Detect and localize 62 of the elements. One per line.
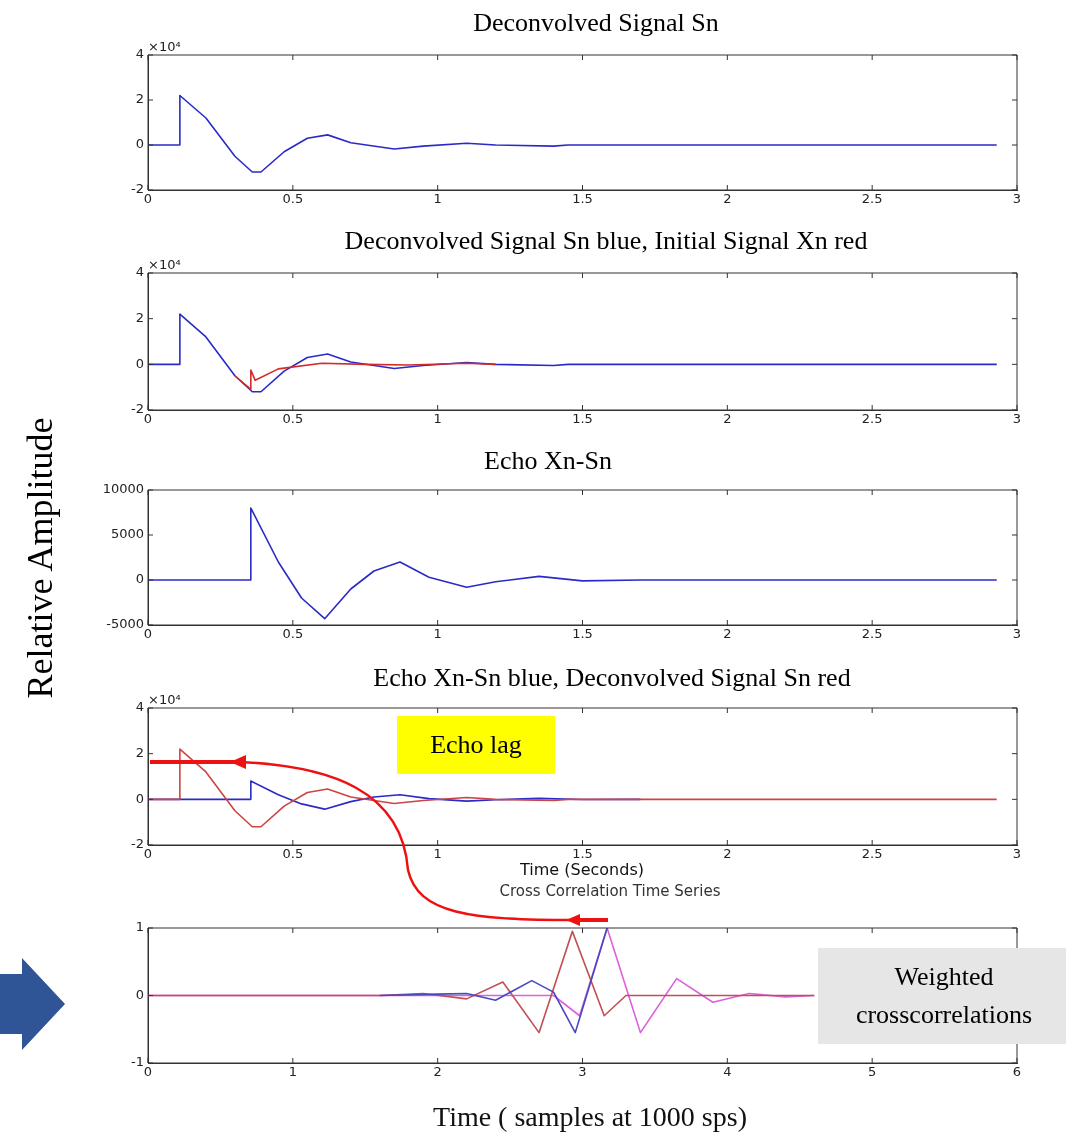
- x-tick-label: 6: [1012, 1064, 1022, 1080]
- x-tick-label: 2: [723, 846, 732, 862]
- y-tick-label: 2: [135, 91, 144, 107]
- x-axis-title: Time ( samples at 1000 sps): [433, 1101, 747, 1133]
- y-tick-label: 0: [135, 986, 144, 1002]
- x-tick-label: 1.5: [572, 191, 593, 207]
- chart-title: Deconvolved Signal Sn: [473, 8, 719, 38]
- y-tick-label: 2: [135, 745, 144, 761]
- x-tick-label: 3: [1012, 191, 1022, 207]
- chart-title: Echo Xn-Sn blue, Deconvolved Signal Sn red: [373, 663, 851, 693]
- chart-title: Echo Xn-Sn: [484, 446, 612, 476]
- x-tick-label: 2: [723, 411, 732, 427]
- x-tick-label: 4: [723, 1064, 732, 1080]
- x-tick-label: 3: [1012, 626, 1022, 642]
- x-tick-label: 2.5: [861, 191, 883, 207]
- x-tick-label: 0.5: [282, 411, 304, 427]
- x-tick-label: 0.5: [282, 626, 304, 642]
- annotation: Weighted crosscorrelations: [818, 948, 1066, 1044]
- y-tick-label: 2: [135, 310, 144, 326]
- y-tick-label: -1: [131, 1054, 144, 1070]
- x-tick-label: 1: [433, 191, 442, 207]
- y-tick-label: 5000: [110, 526, 144, 542]
- y-tick-label: 4: [135, 46, 144, 62]
- x-tick-label: 2.5: [861, 411, 883, 427]
- text: ×10⁴: [148, 256, 181, 272]
- y-tick-label: 0: [135, 790, 144, 806]
- annotation: Echo lag: [397, 716, 555, 774]
- x-tick-label: 3: [578, 1064, 587, 1080]
- chart-title: Deconvolved Signal Sn blue, Initial Signal Xn red: [344, 226, 868, 256]
- x-axis-title: Time (Seconds): [520, 860, 644, 879]
- y-tick-label: 4: [135, 264, 144, 280]
- y-axis-title: Relative Amplitude: [19, 417, 61, 698]
- text: ×10⁴: [148, 691, 181, 707]
- x-tick-label: 0.5: [282, 846, 304, 862]
- x-tick-label: 2.5: [861, 626, 883, 642]
- x-tick-label: 2: [433, 1064, 442, 1080]
- y-tick-label: 10000: [102, 481, 144, 497]
- x-tick-label: 2: [723, 191, 732, 207]
- x-tick-label: 1: [433, 846, 442, 862]
- x-tick-label: 3: [1012, 846, 1022, 862]
- y-tick-label: 0: [135, 136, 144, 152]
- y-tick-label: -2: [131, 836, 144, 852]
- x-tick-label: 1.5: [572, 846, 593, 862]
- x-tick-label: 1: [433, 626, 442, 642]
- x-tick-label: 1.5: [572, 411, 593, 427]
- chart-title: Cross Correlation Time Series: [499, 882, 721, 900]
- x-tick-label: 1: [288, 1064, 297, 1080]
- y-tick-label: -2: [131, 401, 144, 417]
- x-tick-label: 2.5: [861, 846, 883, 862]
- y-tick-label: -5000: [106, 616, 144, 632]
- x-tick-label: 2: [723, 626, 732, 642]
- y-tick-label: 0: [135, 355, 144, 371]
- text: ×10⁴: [148, 38, 181, 54]
- x-tick-label: 3: [1012, 411, 1022, 427]
- x-tick-label: 5: [868, 1064, 877, 1080]
- y-tick-label: 0: [135, 571, 144, 587]
- x-tick-label: 1: [433, 411, 442, 427]
- x-tick-label: 1.5: [572, 626, 593, 642]
- y-tick-label: -2: [131, 181, 144, 197]
- y-tick-label: 4: [135, 699, 144, 715]
- y-tick-label: 1: [135, 919, 144, 935]
- x-tick-label: 0.5: [282, 191, 304, 207]
